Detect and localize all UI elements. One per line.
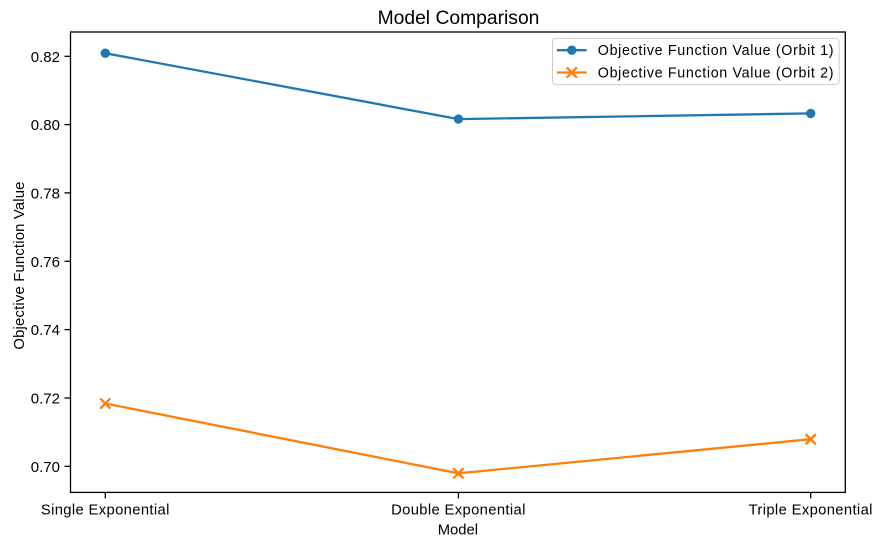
svg-text:0.74: 0.74 <box>31 322 60 339</box>
svg-text:Model: Model <box>438 523 478 539</box>
svg-text:Triple Exponential: Triple Exponential <box>749 502 873 518</box>
svg-text:Objective Function Value (Orbi: Objective Function Value (Orbit 2) <box>598 65 834 81</box>
svg-text:Objective Function Value (Orbi: Objective Function Value (Orbit 1) <box>598 43 834 59</box>
svg-text:0.72: 0.72 <box>31 391 60 408</box>
svg-text:Objective Function Value: Objective Function Value <box>12 181 28 349</box>
svg-text:0.78: 0.78 <box>31 185 60 202</box>
svg-text:0.82: 0.82 <box>31 49 60 66</box>
svg-text:Double Exponential: Double Exponential <box>391 502 526 518</box>
svg-text:Single Exponential: Single Exponential <box>41 502 170 518</box>
svg-text:0.76: 0.76 <box>31 254 60 271</box>
svg-text:0.70: 0.70 <box>31 459 60 476</box>
svg-text:0.80: 0.80 <box>31 117 60 134</box>
svg-text:Model Comparison: Model Comparison <box>378 8 540 29</box>
